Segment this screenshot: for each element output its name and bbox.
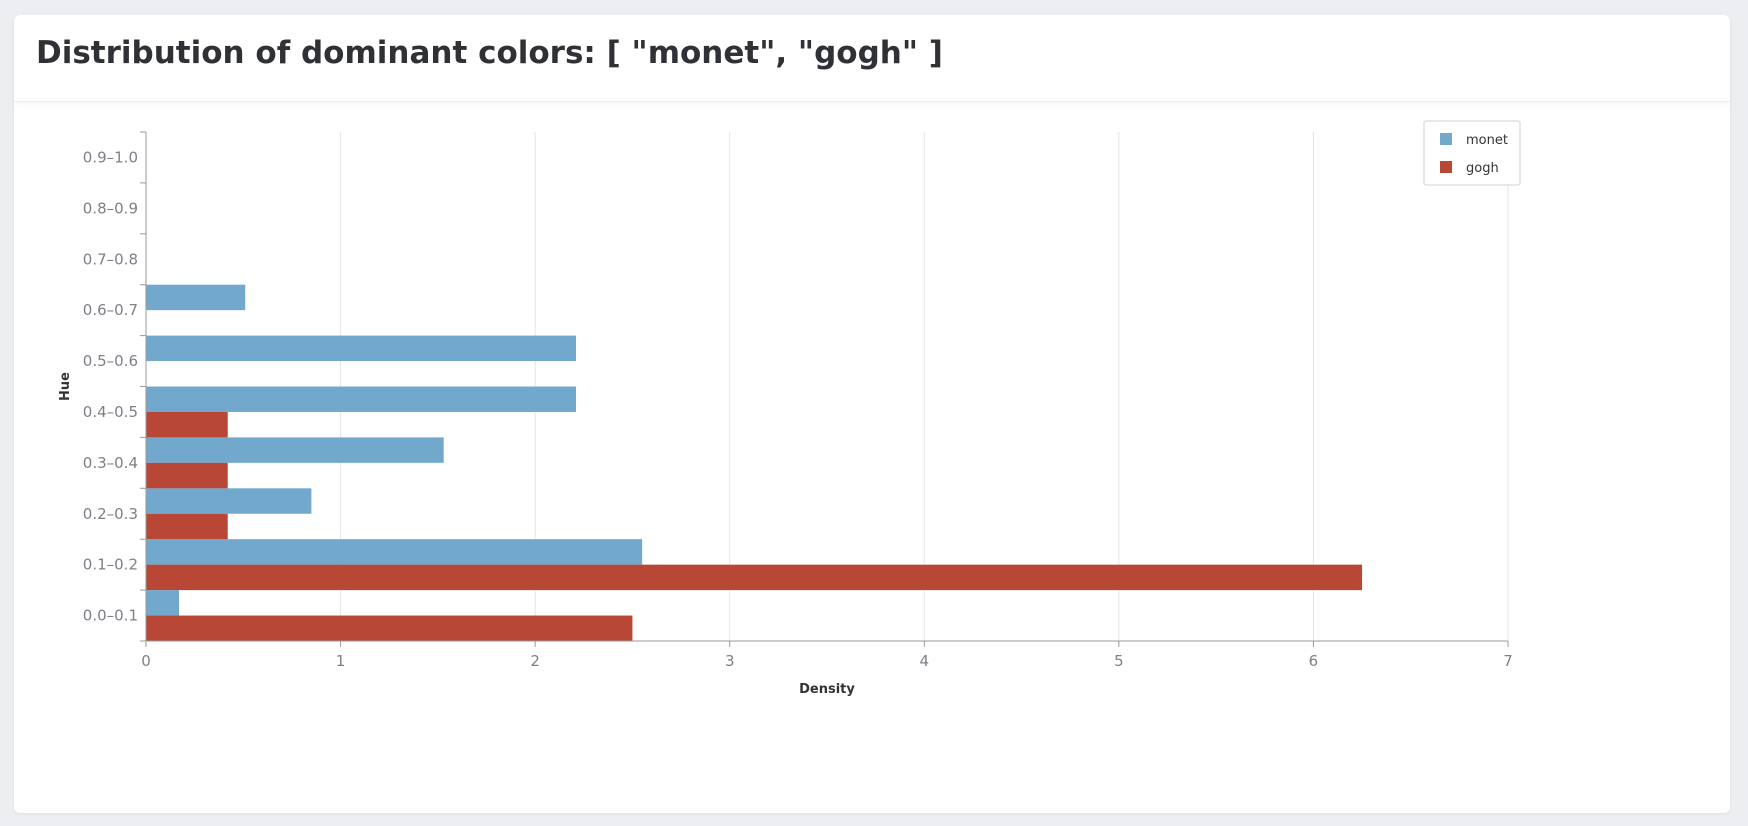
y-tick-label: 0.6–0.7 [83, 301, 138, 319]
bar-gogh-0.3-0.4 [146, 462, 228, 489]
y-tick-label: 0.7–0.8 [83, 250, 138, 268]
bar-gogh-0.2-0.3 [146, 513, 228, 540]
y-tick-label: 0.5–0.6 [83, 352, 138, 370]
y-tick-label: 0.4–0.5 [83, 403, 138, 421]
bar-monet-0.0-0.1 [146, 590, 180, 616]
bar-gogh-0.1-0.2 [146, 564, 1363, 591]
axes: 0 1 2 3 4 5 6 7 0.0–0.1 0.1–0.2 0.2–0.3 0.3–0.4 0.4–… [83, 131, 1513, 670]
x-tick-label: 3 [725, 652, 735, 670]
x-tick-label: 2 [530, 652, 540, 670]
bar-monet-0.3-0.4 [146, 437, 444, 463]
bar-monet-0.6-0.7 [146, 284, 246, 311]
x-tick-label: 7 [1503, 652, 1513, 670]
x-tick-label: 1 [336, 652, 346, 670]
legend-label-monet: monet [1466, 133, 1508, 148]
density-bar-chart: 0 1 2 3 4 5 6 7 0.0–0.1 0.1–0.2 0.2–0.3 0.3–0.4 0.4–… [58, 120, 1521, 697]
x-tick-label: 5 [1114, 652, 1124, 670]
bar-gogh-0.4-0.5 [146, 411, 228, 438]
y-tick-label: 0.2–0.3 [83, 505, 138, 523]
card-header: Distribution of dominant colors: [ "mone… [14, 15, 1730, 102]
x-axis-title: Density [799, 682, 855, 697]
x-tick-label: 4 [920, 652, 930, 670]
bar-gogh-0.0-0.1 [146, 615, 633, 641]
x-tick-label: 6 [1309, 652, 1319, 670]
card-title: Distribution of dominant colors: [ "mone… [36, 35, 943, 71]
y-axis-title: Hue [58, 372, 73, 401]
legend-swatch-monet [1440, 133, 1452, 145]
y-tick-label: 0.9–1.0 [83, 148, 138, 166]
bars [146, 284, 1363, 641]
y-tick-label: 0.1–0.2 [83, 556, 138, 574]
legend-swatch-gogh [1440, 161, 1452, 173]
legend: monet gogh [1423, 120, 1521, 186]
bar-monet-0.5-0.6 [146, 335, 577, 362]
y-tick-label: 0.3–0.4 [83, 454, 138, 472]
chart-card: Distribution of dominant colors: [ "mone… [14, 15, 1730, 813]
x-tick-label: 0 [141, 652, 151, 670]
bar-monet-0.4-0.5 [146, 386, 577, 412]
legend-label-gogh: gogh [1466, 161, 1499, 176]
bar-monet-0.1-0.2 [146, 539, 643, 565]
y-tick-label: 0.8–0.9 [83, 199, 138, 217]
y-tick-label: 0.0–0.1 [83, 607, 138, 625]
bar-monet-0.2-0.3 [146, 488, 312, 514]
